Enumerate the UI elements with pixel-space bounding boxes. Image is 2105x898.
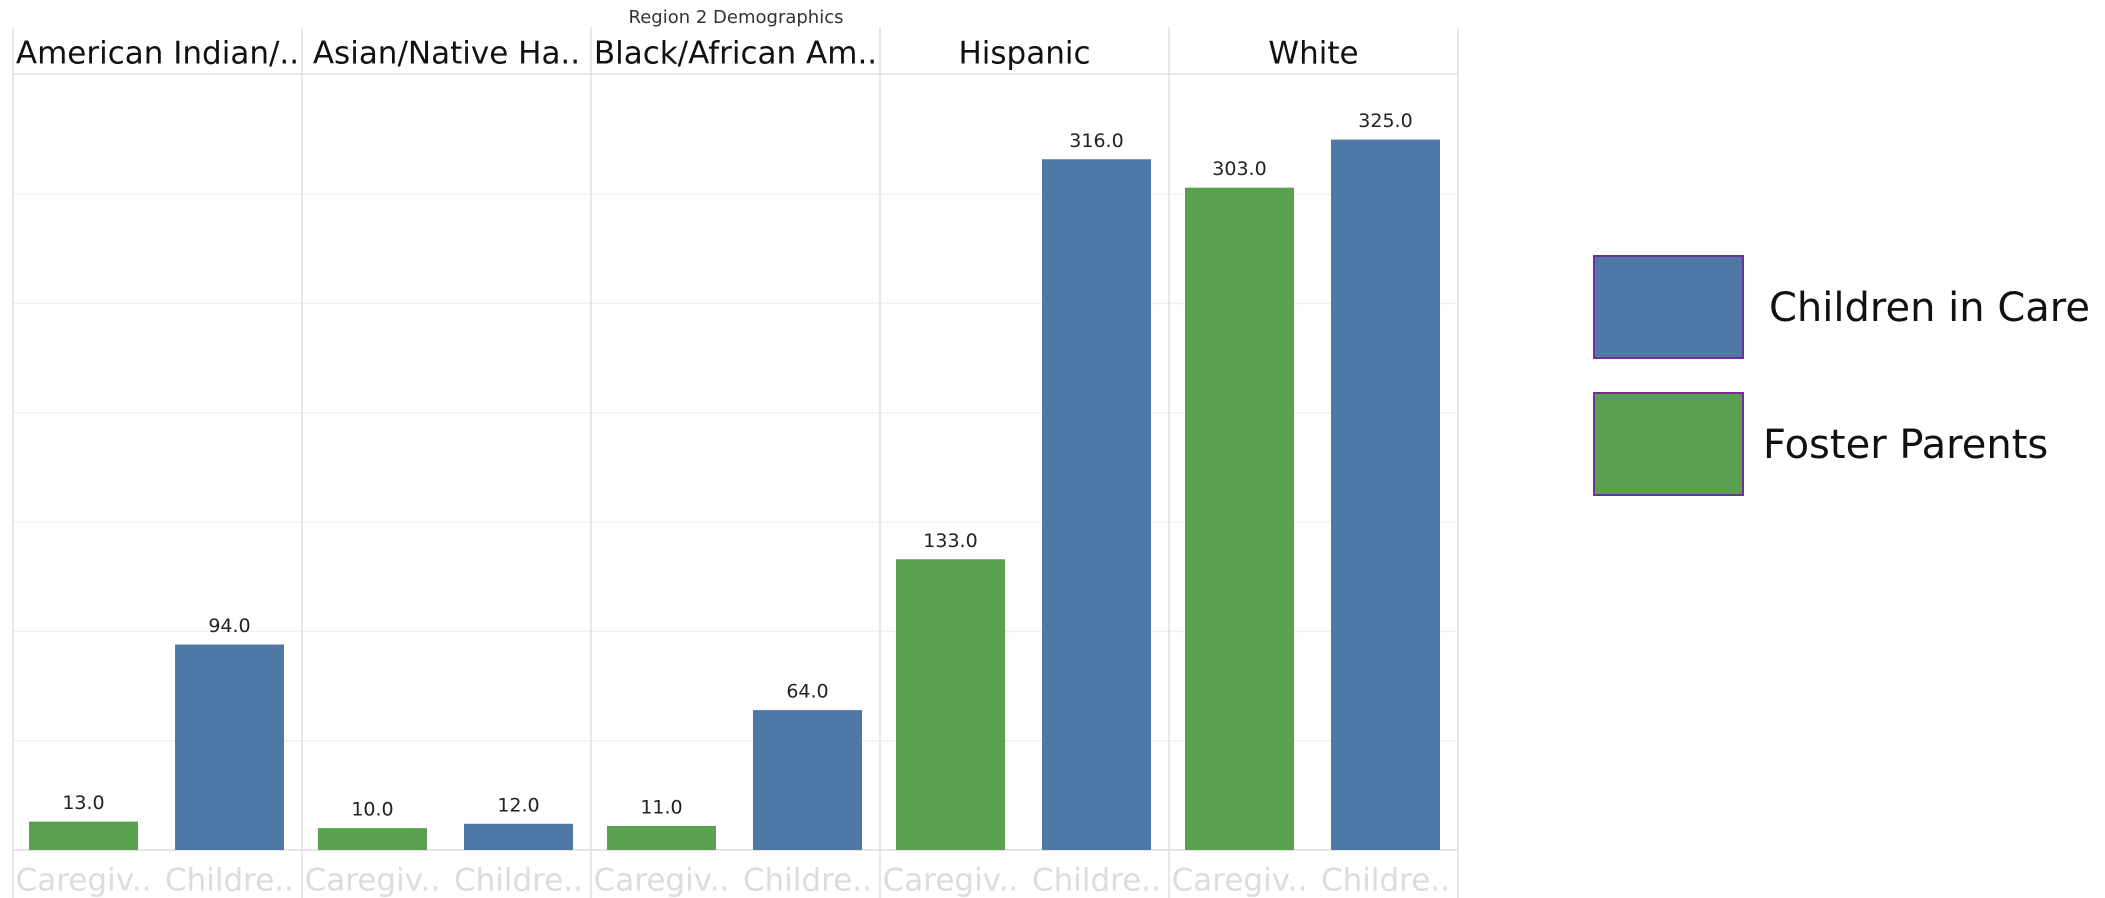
value-label: 133.0 <box>923 530 977 552</box>
x-tick-label: Childre.. <box>1321 863 1450 898</box>
value-label: 325.0 <box>1358 110 1412 132</box>
value-label: 12.0 <box>497 794 539 816</box>
x-tick-label: Childre.. <box>1032 863 1161 898</box>
x-tick-label: Caregiv.. <box>594 863 730 898</box>
x-tick-label: Childre.. <box>454 863 583 898</box>
chart-title: Region 2 Demographics <box>629 7 844 28</box>
legend-swatch <box>1593 392 1744 496</box>
panel-header: American Indian/.. <box>16 36 299 72</box>
value-label: 303.0 <box>1212 158 1266 180</box>
bar <box>607 825 716 850</box>
bar <box>753 710 862 850</box>
value-label: 11.0 <box>640 796 682 818</box>
x-tick-label: Childre.. <box>165 863 294 898</box>
value-label: 316.0 <box>1069 130 1123 152</box>
bar <box>896 559 1005 850</box>
value-label: 13.0 <box>62 792 104 814</box>
bar <box>1042 159 1151 850</box>
bar <box>175 644 284 850</box>
legend-swatch <box>1593 255 1744 359</box>
panel-header: Asian/Native Ha.. <box>313 36 580 72</box>
bar <box>318 828 427 850</box>
legend-label: Children in Care <box>1769 285 2090 331</box>
x-tick-label: Caregiv.. <box>1172 863 1308 898</box>
x-tick-label: Caregiv.. <box>16 863 152 898</box>
panel-header: Hispanic <box>958 36 1090 72</box>
x-tick-label: Childre.. <box>743 863 872 898</box>
bar <box>1331 139 1440 851</box>
bar <box>29 821 138 850</box>
panel-header: Black/African Am.. <box>594 36 877 72</box>
bar <box>464 823 573 850</box>
value-label: 94.0 <box>208 615 250 637</box>
x-tick-label: Caregiv.. <box>883 863 1019 898</box>
panel-header: White <box>1268 36 1358 72</box>
bar <box>1185 187 1294 850</box>
x-tick-label: Caregiv.. <box>305 863 441 898</box>
value-label: 10.0 <box>351 799 393 821</box>
legend-label: Foster Parents <box>1763 422 2048 468</box>
value-label: 64.0 <box>786 681 828 703</box>
